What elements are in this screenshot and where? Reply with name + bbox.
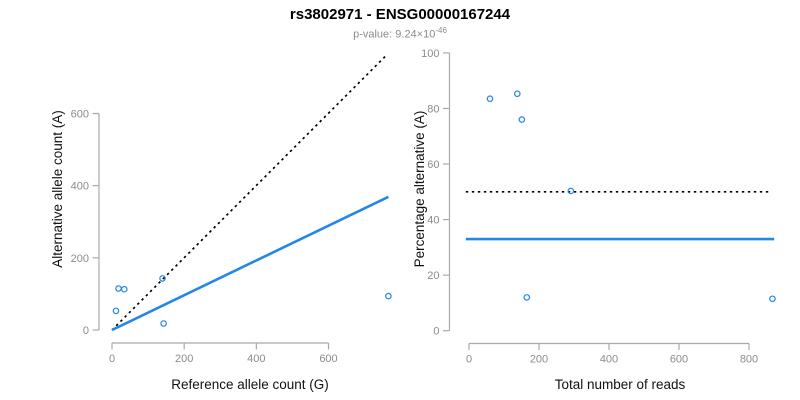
y-tick-label: 40 (427, 215, 439, 227)
data-point (160, 320, 167, 327)
y-tick-label: 0 (83, 325, 89, 337)
percentage-alternative-scatter: 0 200 400 600 800 0 20 40 60 80 100 Total number of… (412, 48, 776, 392)
figure-title: rs3802971 - ENSG00000167244 (289, 6, 511, 23)
x-tick-label: 400 (600, 354, 618, 366)
x-tick-label: 600 (670, 354, 688, 366)
allele-count-scatter: 0 200 400 600 0 200 400 600 Reference allele cou… (50, 54, 392, 392)
data-point (385, 292, 392, 300)
y-tick-label: 80 (427, 103, 439, 115)
x-tick-label: 800 (740, 354, 758, 366)
x-axis-title: Reference allele count (G) (171, 377, 329, 392)
data-point (159, 275, 166, 282)
data-point (518, 116, 526, 123)
x-tick-label: 600 (319, 353, 337, 365)
y-axis-title: Percentage alternative (A) (412, 111, 427, 268)
y-tick-label: 0 (433, 326, 439, 338)
pvalue-text: p-value: 9.24×10 (353, 28, 436, 41)
y-tick-label: 20 (427, 270, 439, 282)
figure-subtitle: p-value: 9.24×10-46 (0, 26, 800, 41)
y-tick-label: 400 (71, 181, 89, 193)
data-point (567, 187, 575, 195)
identity-line (111, 54, 387, 331)
data-point (115, 285, 122, 292)
data-point (513, 90, 521, 98)
data-point (769, 295, 776, 303)
x-tick-label: 0 (109, 353, 115, 365)
x-tick-label: 200 (530, 354, 548, 366)
x-axis-title: Total number of reads (555, 377, 686, 392)
y-tick-label: 100 (421, 48, 439, 60)
regression-line (111, 195, 389, 332)
x-tick-label: 0 (466, 354, 472, 366)
x-tick-label: 200 (175, 353, 193, 365)
y-tick-label: 60 (427, 159, 439, 171)
x-tick-label: 400 (247, 353, 265, 365)
y-axis-title: Alternative allele count (A) (50, 110, 65, 268)
data-point (112, 307, 120, 315)
y-tick-label: 600 (71, 109, 89, 121)
data-point (523, 294, 531, 301)
data-point (486, 95, 494, 103)
data-point (120, 285, 128, 293)
pvalue-exponent: -46 (435, 26, 447, 35)
y-tick-label: 200 (71, 253, 89, 265)
